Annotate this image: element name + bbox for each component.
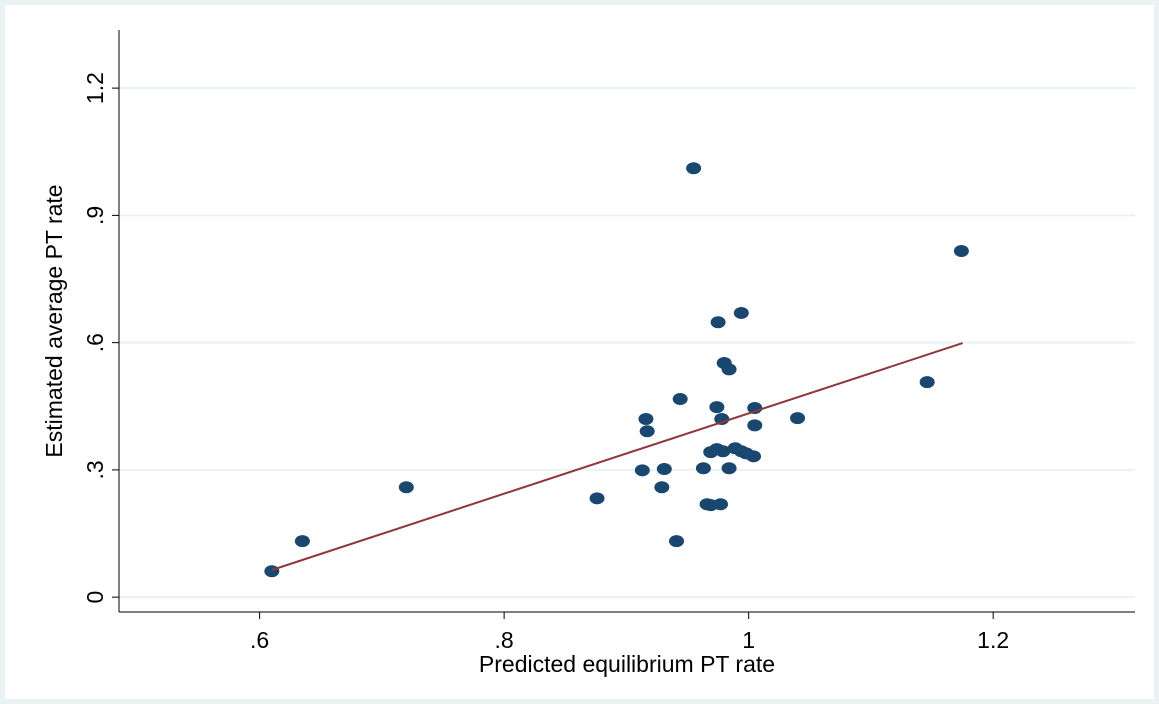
scatter-point	[919, 376, 935, 389]
scatter-point	[639, 425, 655, 438]
x-tick-label: .8	[495, 627, 514, 653]
scatter-point	[713, 498, 729, 511]
scatter-point	[638, 412, 654, 425]
scatter-point	[654, 481, 670, 494]
y-tick-label: .6	[82, 333, 108, 352]
scatter-point	[746, 450, 762, 463]
y-tick-label: 1.2	[82, 72, 108, 104]
scatter-point	[264, 565, 280, 578]
scatter-point	[686, 162, 702, 175]
scatter-point	[669, 535, 685, 548]
scatter-point	[634, 464, 650, 477]
scatter-point	[695, 462, 711, 475]
scatter-point	[721, 462, 737, 475]
scatter-point	[709, 401, 725, 414]
scatter-point	[672, 393, 688, 406]
scatter-point	[294, 535, 310, 548]
plot-background	[5, 5, 1154, 699]
y-axis-label: Estimated average PT rate	[41, 184, 67, 457]
fit-line	[271, 342, 963, 571]
scatter-point	[721, 363, 737, 376]
x-axis-label: Predicted equilibrium PT rate	[479, 651, 775, 677]
x-tick-label: 1	[742, 627, 755, 653]
x-tick-label: 1.2	[977, 627, 1009, 653]
scatter-point	[953, 245, 969, 258]
scatter-point	[398, 481, 414, 494]
y-tick-label: .3	[82, 460, 108, 479]
scatter-point	[589, 492, 605, 505]
scatter-point	[656, 463, 672, 476]
scatter-point	[747, 419, 763, 432]
y-tick-label: .9	[82, 206, 108, 225]
scatter-point	[715, 445, 731, 458]
scatter-point	[710, 316, 726, 329]
y-tick-label: 0	[82, 591, 108, 604]
scatter-point	[733, 306, 749, 319]
scatter-point	[790, 412, 806, 425]
x-tick-label: .6	[250, 627, 269, 653]
